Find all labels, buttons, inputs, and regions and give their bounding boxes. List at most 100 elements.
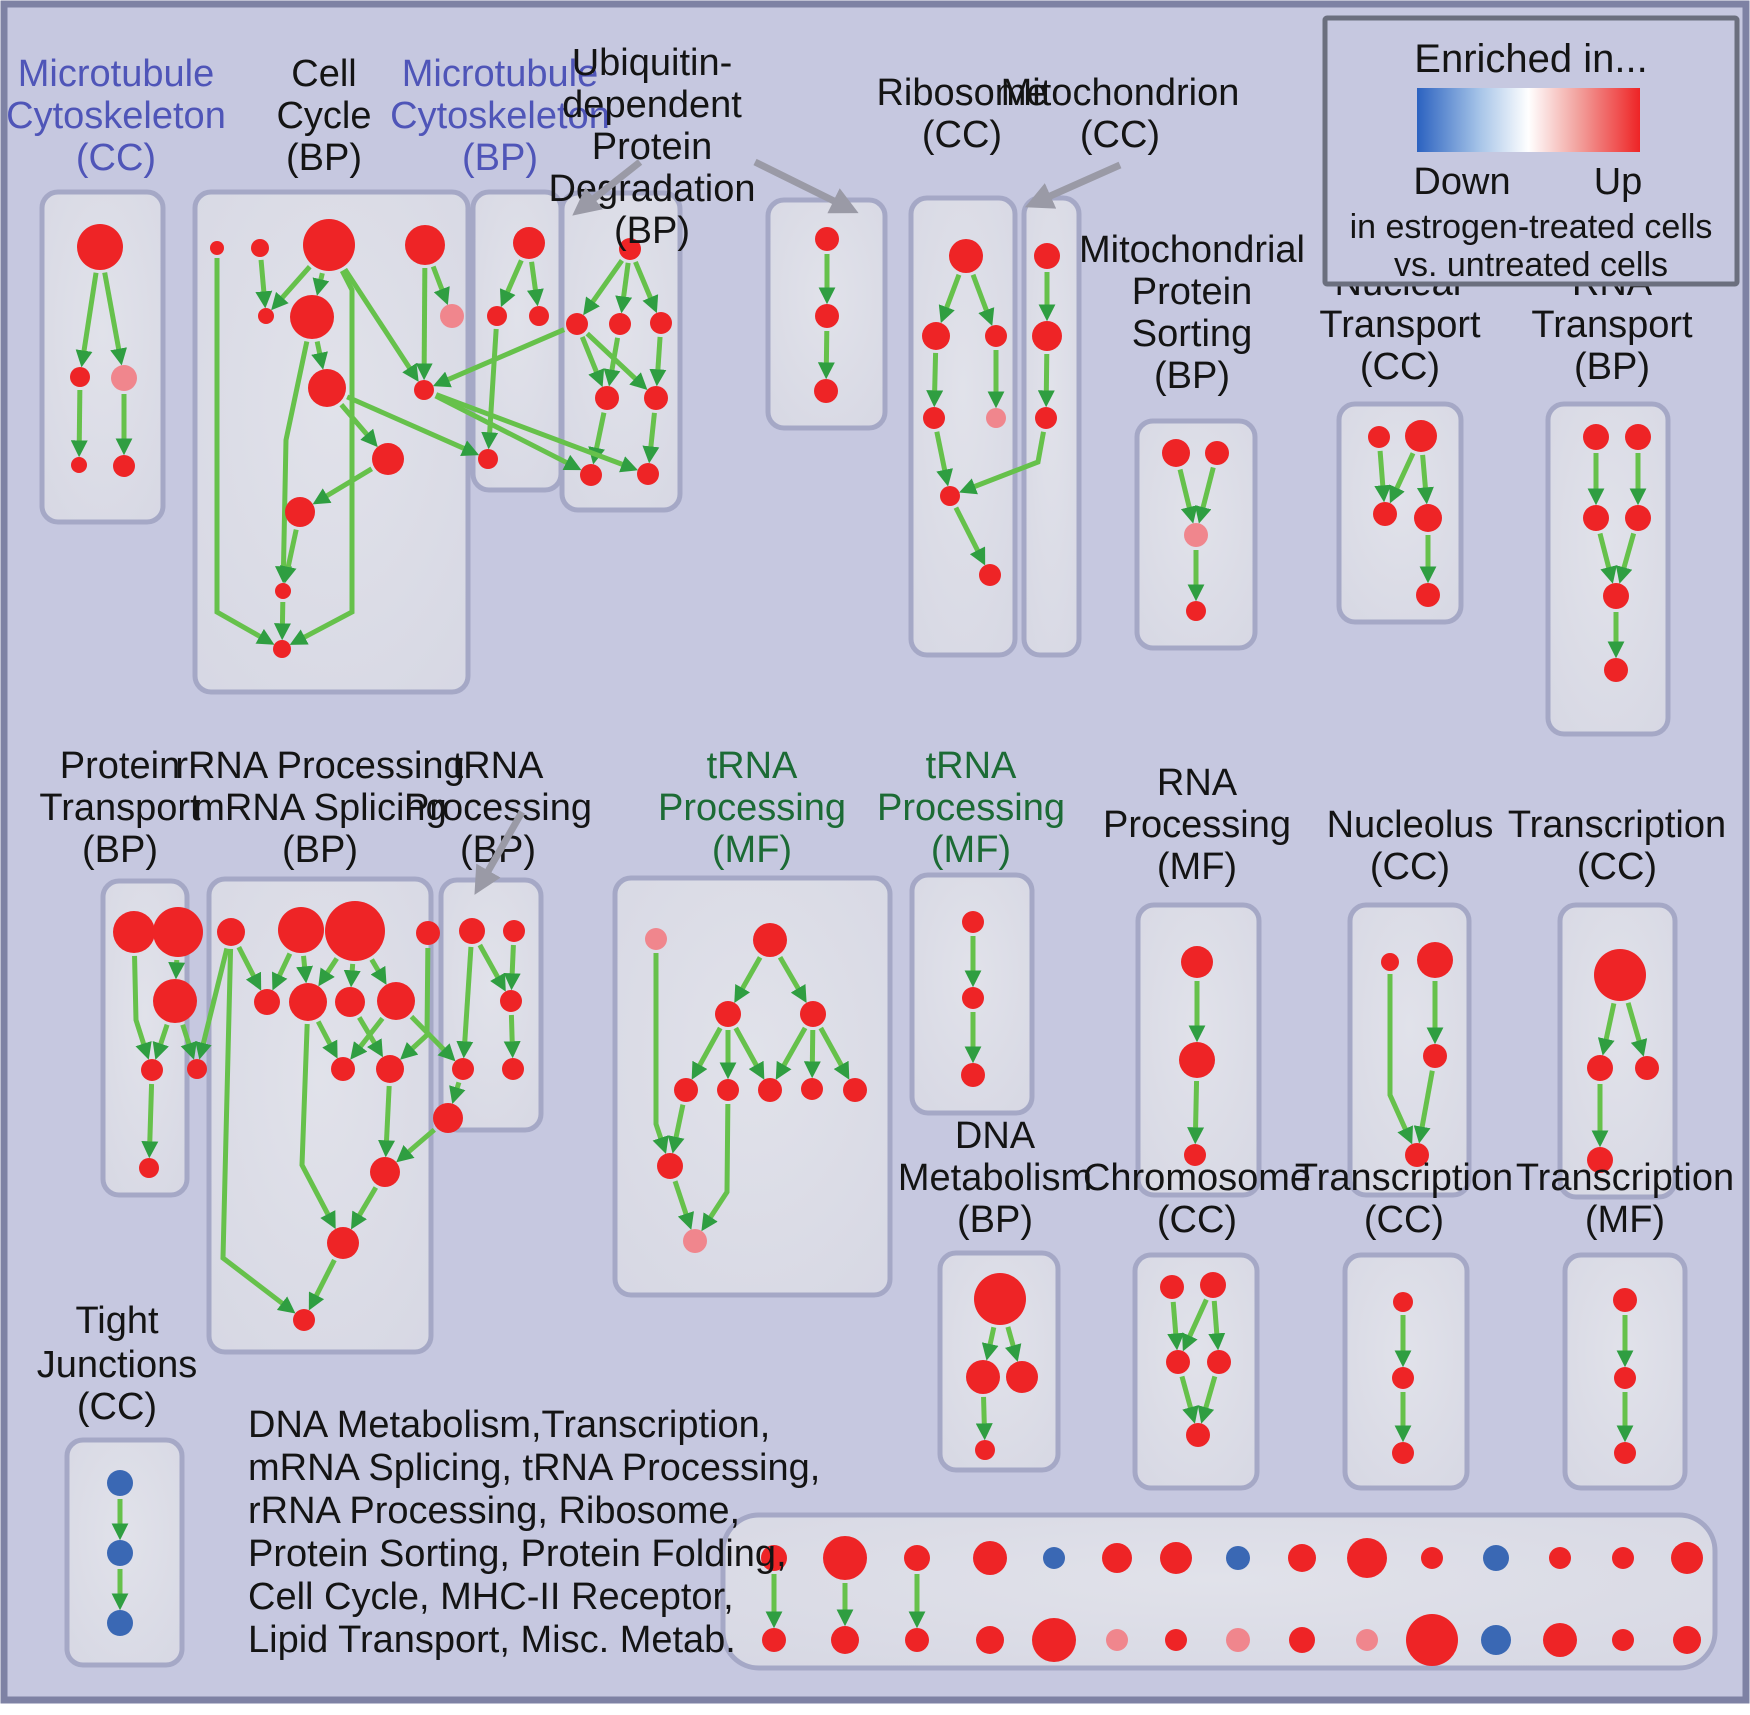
- node-tc.M2: [1635, 1056, 1659, 1080]
- node-misc.t10: [1347, 1538, 1387, 1578]
- misc-categories-text-line4: Cell Cycle, MHC-II Receptor,: [248, 1576, 734, 1618]
- edge-ch.m1-ch.b: [1179, 1375, 1199, 1424]
- node-pt.M: [153, 979, 197, 1023]
- node-misc.t11: [1421, 1547, 1443, 1569]
- node-mtcc.MR: [111, 365, 137, 391]
- legend-title: Enriched in...: [1414, 37, 1647, 81]
- group-label-tx-line0: Transcription: [1295, 1157, 1513, 1199]
- edge-ub1.D2-ub1.B2: [642, 412, 660, 464]
- edge-t1.d2-t1.F: [701, 1103, 731, 1232]
- edge-rib.H-rib.B: [953, 506, 986, 566]
- node-mtcc.T: [77, 224, 123, 270]
- node-rr.t1: [217, 918, 245, 946]
- edge-cc.n5-cc.n11: [274, 340, 310, 584]
- edge-rib.T-rib.L: [938, 273, 962, 324]
- node-cc.n0: [210, 241, 224, 255]
- group-label-tj-line1: Junctions: [37, 1344, 198, 1386]
- node-misc.b15: [1673, 1626, 1701, 1654]
- node-misc.t2: [823, 1536, 867, 1580]
- node-mtbp.C2: [529, 306, 549, 326]
- node-cc.n3: [405, 225, 445, 265]
- group-label-cc-line2: (BP): [286, 137, 362, 179]
- group-label-rp-line2: (MF): [1157, 846, 1237, 888]
- node-rp.A: [1181, 946, 1213, 978]
- group-box-mtcc: [39, 189, 166, 525]
- node-mit.B: [1035, 407, 1057, 429]
- group-label-tb-line0: tRNA: [453, 745, 544, 787]
- node-cc.n7: [308, 369, 346, 407]
- node-ub1.D2: [644, 386, 668, 410]
- node-dm.C2: [1006, 1361, 1038, 1393]
- node-misc.t3: [904, 1545, 930, 1571]
- edge-mtcc.ML-mtcc.BL: [70, 389, 88, 458]
- edge-rr.t2-rr.m1: [271, 952, 293, 991]
- node-pt.T1: [113, 911, 155, 953]
- node-t2.A: [962, 911, 984, 933]
- node-tx.C: [1392, 1442, 1414, 1464]
- edge-t1.P-t1.E: [652, 953, 669, 1154]
- node-rib.B: [979, 564, 1001, 586]
- group-label-rib-line1: (CC): [922, 114, 1002, 156]
- node-cc.n12: [273, 640, 291, 658]
- group-label-nu-line1: (CC): [1370, 846, 1450, 888]
- node-rib.R: [985, 325, 1007, 347]
- edge-ub1.C3-ub1.D2: [649, 336, 667, 387]
- edge-tb.u1-tb.u4: [456, 946, 474, 1059]
- group-label-rp-line1: Processing: [1103, 804, 1291, 846]
- misc-categories-text-line1: mRNA Splicing, tRNA Processing,: [248, 1447, 820, 1489]
- group-label-mps-line1: Protein: [1132, 271, 1252, 313]
- callout-arrow-3: [1024, 161, 1122, 209]
- node-ch.m1: [1166, 1350, 1190, 1374]
- edge-mps.T2-mps.P: [1194, 466, 1216, 524]
- misc-categories-text-line0: DNA Metabolism,Transcription,: [248, 1404, 770, 1446]
- group-label-nu-line0: Nucleolus: [1327, 804, 1494, 846]
- node-ub1.T: [619, 238, 641, 260]
- edge-rr.t3-rr.m4: [369, 958, 387, 985]
- group-label-mtbp-line2: (BP): [462, 137, 538, 179]
- node-misc.t12: [1483, 1545, 1509, 1571]
- node-pt.F: [139, 1158, 159, 1178]
- node-cc.n10: [285, 497, 315, 527]
- edge-rr.t1-rr.m1: [236, 945, 262, 991]
- node-tb.u3: [500, 990, 522, 1012]
- callout-arrow-4: [474, 810, 526, 895]
- group-label-rr-line0: rRNA Processing: [175, 745, 464, 787]
- edge-nt.T2-nt.M2: [1416, 454, 1434, 505]
- edge-ch.m2-ch.b: [1197, 1375, 1218, 1424]
- edge-tc.T-tc.M1: [1597, 1002, 1617, 1056]
- node-rp.B: [1179, 1042, 1215, 1078]
- node-mit.T: [1034, 243, 1060, 269]
- edge-rib.T-rib.R: [970, 273, 995, 326]
- node-misc.b9: [1289, 1627, 1315, 1653]
- edge-rr.q-rr.r: [350, 1186, 378, 1230]
- node-mtcc.BR: [113, 455, 135, 477]
- node-dm.A: [974, 1273, 1026, 1325]
- node-misc.t5: [1043, 1547, 1065, 1569]
- node-t1.c2: [800, 1001, 826, 1027]
- callout-arrow-1: [572, 159, 643, 216]
- edge-rr.r-rr.f: [308, 1258, 337, 1311]
- group-label-ch-line1: (CC): [1157, 1199, 1237, 1241]
- edge-tb.u3-tb.u5: [503, 1014, 521, 1059]
- node-nu.M: [1423, 1044, 1447, 1068]
- node-misc.b2: [831, 1626, 859, 1654]
- node-cc.n2: [303, 219, 355, 271]
- node-mtbp.B: [478, 449, 498, 469]
- group-label-mtbp-line1: Cytoskeleton: [390, 95, 610, 137]
- node-ub2.B: [815, 304, 839, 328]
- group-label-ch-line0: Chromosome: [1083, 1157, 1311, 1199]
- edge-rr.p2-rr.q: [378, 1085, 396, 1158]
- node-misc.b1: [762, 1628, 786, 1652]
- group-label-t1-line1: Processing: [658, 787, 846, 829]
- group-label-ub1-line4: (BP): [614, 210, 690, 252]
- edge-ub1.T-ub1.C3: [633, 260, 659, 314]
- node-ub1.C2: [609, 313, 631, 335]
- node-mps.T1: [1162, 439, 1190, 467]
- node-t2.C: [961, 1063, 985, 1087]
- edge-dm.A-dm.C2: [1004, 1326, 1022, 1362]
- node-t2.B: [962, 987, 984, 1009]
- edge-nu.M-nu.B: [1413, 1070, 1435, 1144]
- node-misc.b5: [1032, 1618, 1076, 1662]
- legend-subtitle-line2: vs. untreated cells: [1394, 246, 1668, 284]
- edge-cc.n10-cc.n11: [279, 529, 299, 584]
